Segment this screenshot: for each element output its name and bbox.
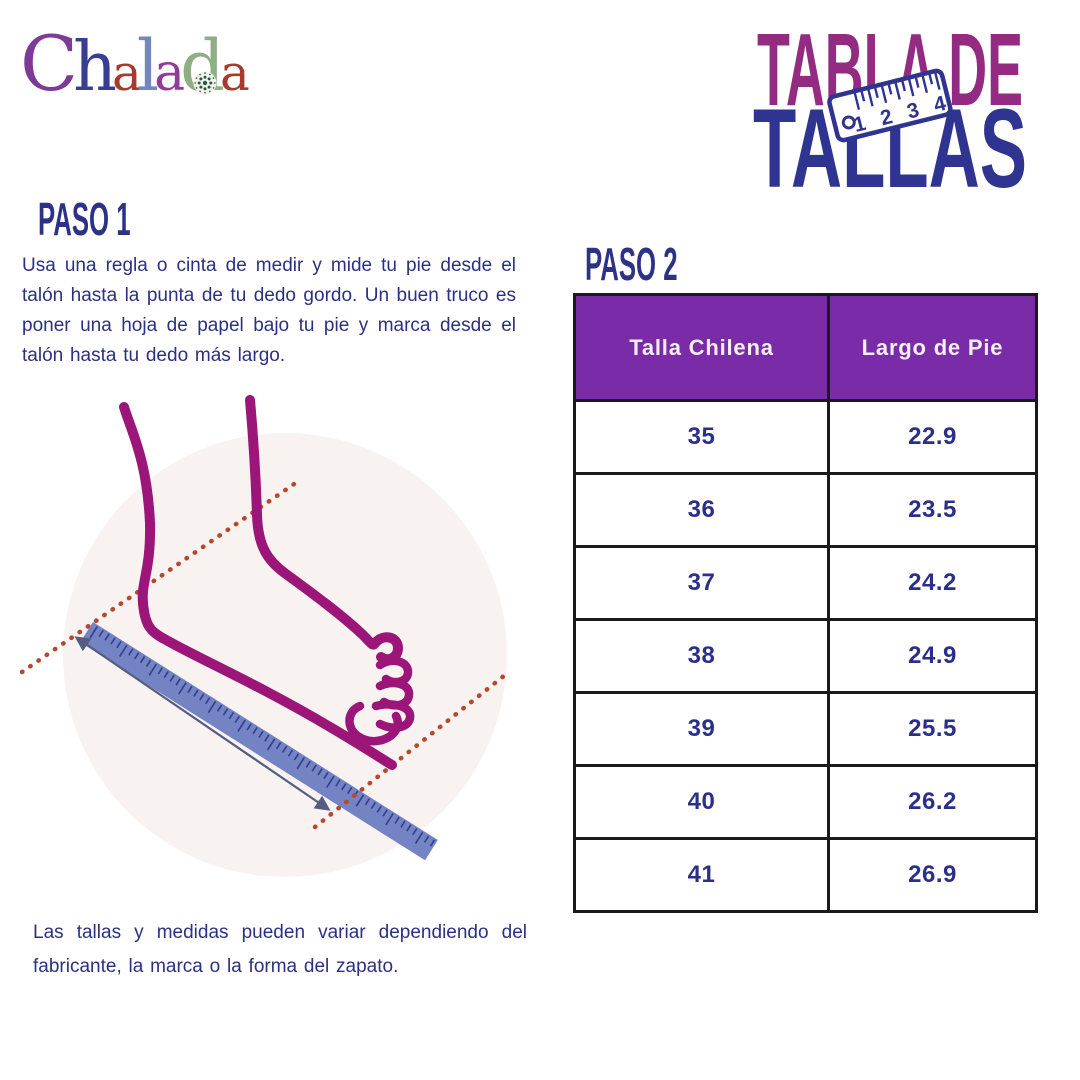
largo-value: 24.9 <box>827 618 1038 694</box>
disclaimer-line: fabricante, la marca o la forma del zapa… <box>33 956 399 977</box>
disclaimer-line: Las tallas y medidas pueden variar depen… <box>33 922 527 943</box>
brand-logo: Chalada <box>20 18 250 110</box>
column-header-talla: Talla Chilena <box>573 293 830 402</box>
table-row: 38 24.9 <box>573 618 1038 694</box>
logo-letter: a <box>154 43 185 103</box>
page-title: TABLA DE TALLAS 1 2 3 4 <box>753 22 1027 194</box>
largo-value: 26.9 <box>827 837 1038 913</box>
paso2-heading: PASO 2 <box>585 238 678 290</box>
length-arrow <box>74 636 331 811</box>
logo-letter: d <box>180 25 225 107</box>
logo-letter: C <box>20 19 78 108</box>
paso1-line: Usa una regla o cinta de medir y mide tu… <box>22 255 516 276</box>
paso1-heading: PASO 1 <box>38 193 131 245</box>
table-row: 36 23.5 <box>573 472 1038 548</box>
largo-value: 25.5 <box>827 691 1038 767</box>
table-row: 35 22.9 <box>573 399 1038 475</box>
largo-value: 23.5 <box>827 472 1038 548</box>
talla-value: 36 <box>573 472 830 548</box>
largo-value: 24.2 <box>827 545 1038 621</box>
size-table: Talla Chilena Largo de Pie 35 22.9 36 23… <box>573 293 1038 913</box>
table-row: 39 25.5 <box>573 691 1038 767</box>
talla-value: 35 <box>573 399 830 475</box>
table-row: 40 26.2 <box>573 764 1038 840</box>
logo-letter: l <box>136 25 160 107</box>
logo-letter: a <box>111 44 142 102</box>
disclaimer-text: Las tallas y medidas pueden variar depen… <box>33 916 527 984</box>
table-row: 41 26.9 <box>573 837 1038 913</box>
talla-value: 41 <box>573 837 830 913</box>
column-header-largo: Largo de Pie <box>827 293 1038 402</box>
measure-guide-dotted-lines <box>20 479 513 830</box>
logo-flower-icon <box>193 71 217 95</box>
talla-value: 40 <box>573 764 830 840</box>
logo-letter: a <box>219 44 250 102</box>
logo-letter: h <box>73 28 117 107</box>
paso1-line: talón hasta la punta de tu dedo gordo. U… <box>22 285 516 306</box>
paso1-line: poner una hoja de papel bajo tu pie y ma… <box>22 315 516 336</box>
foot-measuring-illustration <box>20 395 513 877</box>
talla-value: 39 <box>573 691 830 767</box>
table-row: 37 24.2 <box>573 545 1038 621</box>
largo-value: 26.2 <box>827 764 1038 840</box>
talla-value: 37 <box>573 545 830 621</box>
size-table-header-row: Talla Chilena Largo de Pie <box>573 293 1038 402</box>
largo-value: 22.9 <box>827 399 1038 475</box>
talla-value: 38 <box>573 618 830 694</box>
paso1-line: talón hasta tu dedo más largo. <box>22 345 286 366</box>
paso1-instructions: Usa una regla o cinta de medir y mide tu… <box>22 251 516 371</box>
